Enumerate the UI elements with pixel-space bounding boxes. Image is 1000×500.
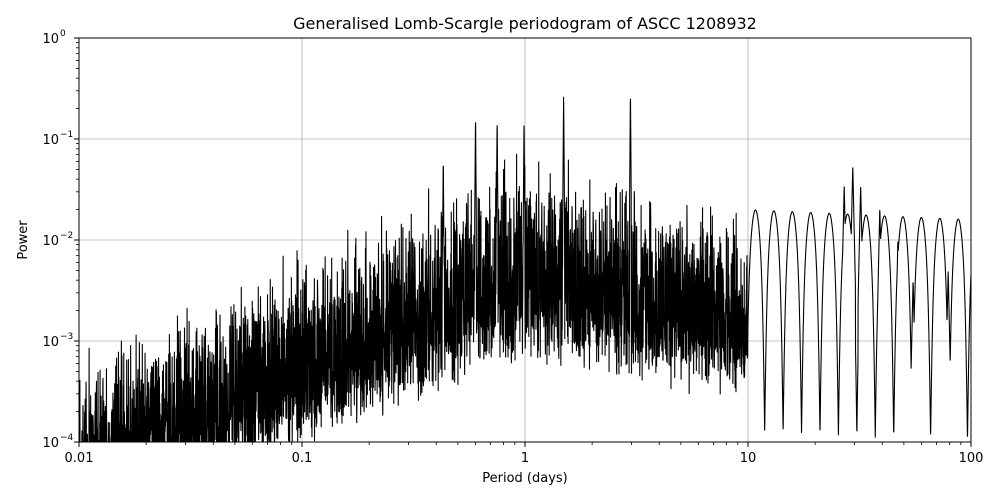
y-tick-exponent: −3 (60, 332, 73, 342)
y-tick-label: 10 (42, 436, 59, 451)
chart-title: Generalised Lomb-Scargle periodogram of … (293, 14, 757, 33)
y-tick-exponent: 0 (60, 29, 66, 39)
x-tick-label: 10 (740, 451, 757, 466)
x-tick-label: 0.01 (65, 451, 94, 466)
y-tick-exponent: −4 (60, 433, 74, 443)
y-tick-label: 10 (42, 32, 59, 47)
y-tick-label: 10 (42, 234, 59, 249)
y-tick-label: 10 (42, 335, 59, 350)
y-tick-exponent: −2 (60, 231, 73, 241)
power-series-line (79, 96, 971, 442)
y-axis-label: Power (16, 220, 31, 260)
x-tick-label: 0.1 (292, 451, 313, 466)
x-tick-label: 100 (959, 451, 984, 466)
y-tick-exponent: −1 (60, 130, 73, 140)
y-tick-label: 10 (42, 133, 59, 148)
x-axis-ticks: 0.01 0.1 1 10 100 (65, 442, 984, 466)
x-tick-label: 1 (521, 451, 529, 466)
x-axis-label: Period (days) (482, 471, 568, 486)
